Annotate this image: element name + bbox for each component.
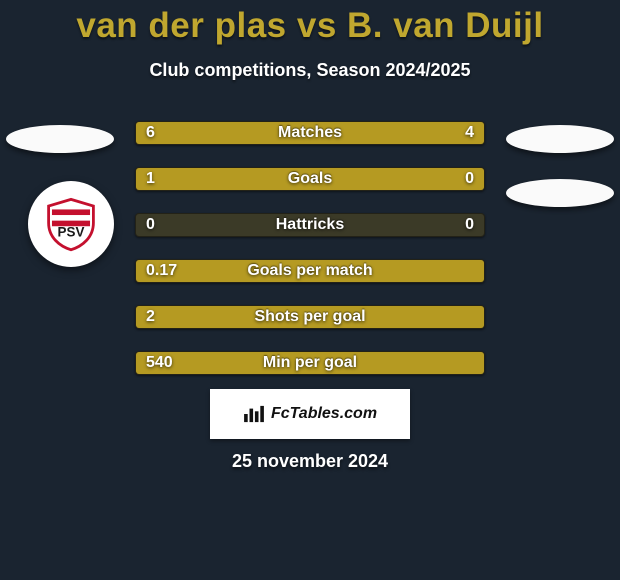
stat-label: Min per goal	[136, 352, 484, 374]
stat-label: Shots per goal	[136, 306, 484, 328]
stat-row: 64Matches	[135, 121, 485, 145]
stat-row: 2Shots per goal	[135, 305, 485, 329]
stat-label: Goals	[136, 168, 484, 190]
stat-label: Goals per match	[136, 260, 484, 282]
stat-label: Matches	[136, 122, 484, 144]
bars-icon	[243, 405, 265, 423]
stat-row: 10Goals	[135, 167, 485, 191]
date: 25 november 2024	[0, 451, 620, 472]
subtitle: Club competitions, Season 2024/2025	[0, 60, 620, 81]
stat-row: 540Min per goal	[135, 351, 485, 375]
stat-rows: 64Matches 10Goals 00Hattricks 0.17Goals per…	[135, 121, 485, 375]
svg-text:PSV: PSV	[58, 224, 85, 239]
stat-label: Hattricks	[136, 214, 484, 236]
page-title: van der plas vs B. van Duijl	[0, 0, 620, 46]
brand-footer: FcTables.com	[210, 389, 410, 439]
player-right-placeholder-icon	[506, 125, 614, 153]
stat-row: 00Hattricks	[135, 213, 485, 237]
stat-row: 0.17Goals per match	[135, 259, 485, 283]
club-left-logo: PSV	[28, 181, 114, 267]
chart-area: PSV 64Matches 10Goals 00Hattricks 0.17Goals…	[0, 121, 620, 375]
comparison-card: van der plas vs B. van Duijl Club compet…	[0, 0, 620, 472]
psv-shield-icon: PSV	[43, 196, 99, 252]
brand-text: FcTables.com	[271, 405, 377, 423]
club-right-placeholder-icon	[506, 179, 614, 207]
player-left-placeholder-icon	[6, 125, 114, 153]
